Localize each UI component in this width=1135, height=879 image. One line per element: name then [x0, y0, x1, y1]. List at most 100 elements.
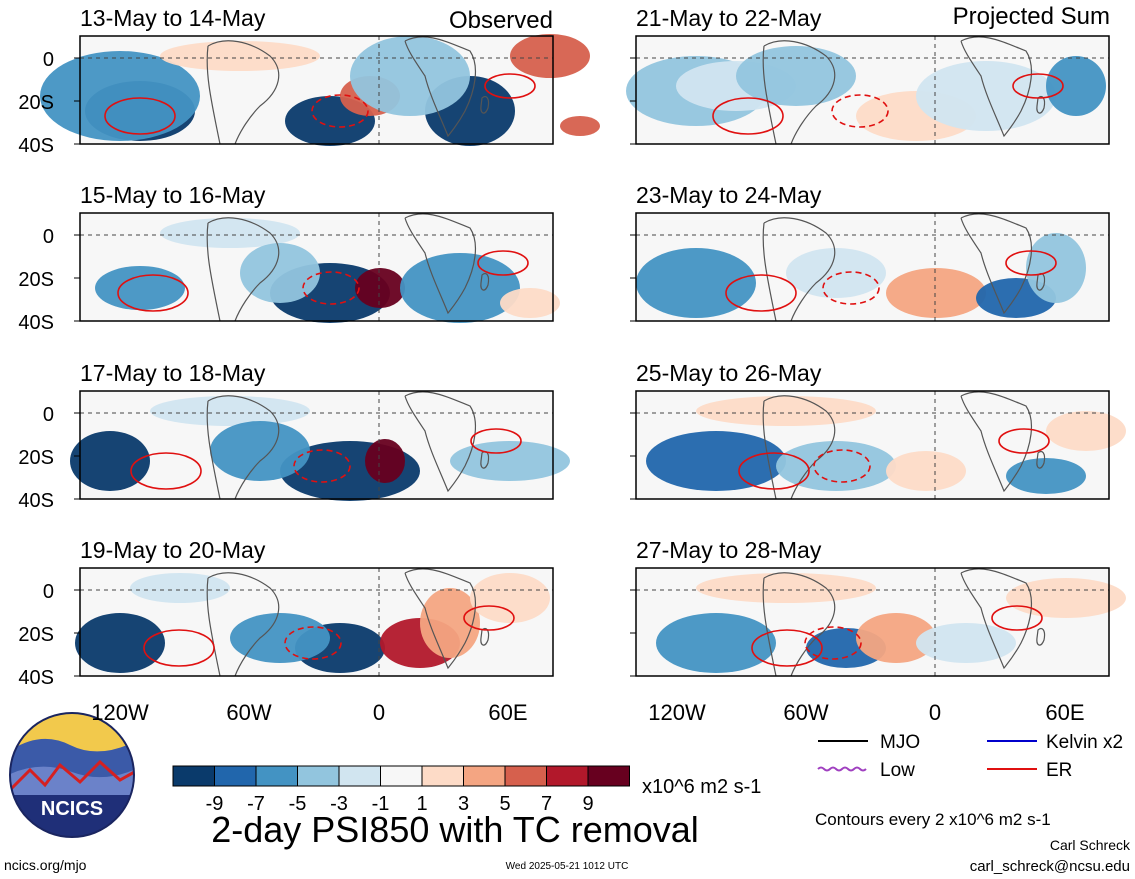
lat-tick: 40S [18, 135, 54, 157]
anomaly-shading [856, 613, 936, 663]
continent-outlines [762, 36, 1046, 145]
map-panel: 27-May to 28-May [630, 537, 1126, 677]
legend: MJO Kelvin x2 Low ER [817, 732, 1123, 781]
colorbar-label: -9 [206, 793, 224, 815]
legend-er: ER [1046, 760, 1072, 781]
lon-tick-60w: 60W [226, 700, 271, 725]
lon-tick-120w: 120W [648, 700, 706, 725]
er-contours [130, 428, 522, 490]
lon-tick-60e: 60E [488, 700, 527, 725]
anomaly-shading [656, 613, 776, 673]
lat-tick: 20S [18, 92, 54, 114]
legend-low: Low [880, 760, 915, 781]
lon-ticks-left: 120W 60W 0 60E [91, 700, 527, 725]
anomaly-shading [916, 623, 1016, 663]
anomaly-shading [1006, 458, 1086, 494]
er-contours [117, 250, 529, 312]
panel-title: 19-May to 20-May [80, 537, 266, 563]
colorbar-swatch [338, 765, 381, 787]
lon-tick-0: 0 [929, 700, 941, 725]
anomaly-shading [75, 613, 165, 673]
er-contours [712, 73, 1064, 135]
panel-title: 23-May to 24-May [636, 182, 822, 208]
observed-label: Observed [449, 7, 553, 34]
colorbar-label: 1 [416, 793, 427, 815]
continent-outlines [762, 568, 1046, 677]
lon-tick-60w: 60W [783, 700, 828, 725]
colorbar: -9 -7 -5 -3 -1 1 3 5 7 9 [172, 765, 630, 815]
lat-tick: 0 [43, 226, 54, 248]
anomaly-shading [230, 613, 330, 663]
er-contours [751, 605, 1043, 667]
lat-tick: 40S [18, 312, 54, 334]
colorbar-swatch [463, 765, 506, 787]
panel-title: 21-May to 22-May [636, 5, 822, 31]
credit-url: ncics.org/mjo [4, 857, 87, 873]
panel-title: 17-May to 18-May [80, 360, 266, 386]
colorbar-label: -5 [289, 793, 307, 815]
anomaly-shading [696, 396, 876, 426]
colorbar-swatch [421, 765, 464, 787]
anomaly-shading [355, 268, 405, 308]
panel-title: 13-May to 14-May [80, 5, 266, 31]
anomaly-shading [916, 61, 1056, 131]
ncics-logo: NCICS [9, 712, 135, 838]
colorbar-units: x10^6 m2 s-1 [642, 776, 761, 798]
anomaly-shading [95, 266, 185, 310]
anomaly-shading [736, 46, 856, 106]
panel-title: 27-May to 28-May [636, 537, 822, 563]
anomaly-shading [646, 431, 786, 491]
anomaly-shading [400, 253, 520, 323]
colorbar-label: 5 [499, 793, 510, 815]
anomaly-shading [636, 248, 756, 318]
map-panel: 15-May to 16-May 0 20S 40S [18, 182, 560, 334]
colorbar-swatch [380, 765, 423, 787]
colorbar-swatch [297, 765, 340, 787]
anomaly-shading [350, 36, 470, 116]
figure-title: 2-day PSI850 with TC removal [211, 809, 699, 850]
projected-label: Projected Sum [953, 3, 1110, 30]
anomaly-shading [240, 243, 320, 303]
logo-text: NCICS [41, 798, 103, 820]
lat-tick: 0 [43, 404, 54, 426]
colorbar-swatch [172, 765, 215, 787]
email: carl_schreck@ncsu.edu [970, 858, 1130, 875]
anomaly-shading [1046, 56, 1106, 116]
anomaly-shading [130, 573, 230, 603]
anomaly-shading [886, 268, 986, 318]
lon-tick-60e: 60E [1045, 700, 1084, 725]
legend-kelvin: Kelvin x2 [1046, 732, 1123, 753]
anomaly-shading [560, 116, 600, 136]
colorbar-swatch [255, 765, 298, 787]
anomaly-shading [886, 451, 966, 491]
lat-tick: 20S [18, 447, 54, 469]
panel-title: 15-May to 16-May [80, 182, 266, 208]
er-contours [725, 250, 1057, 312]
map-panel: 21-May to 22-May [626, 5, 1110, 145]
panels: 13-May to 14-May 0 20S 40S 15-May to 16-May 0… [18, 5, 1126, 689]
map-panel: 19-May to 20-May 0 20S 40S [18, 537, 554, 689]
continent-outlines [206, 213, 490, 322]
map-panel: 23-May to 24-May [630, 182, 1110, 322]
lon-tick-120w: 120W [91, 700, 149, 725]
lat-tick: 20S [18, 624, 54, 646]
anomaly-shading [1046, 411, 1126, 451]
colorbar-label: 9 [582, 793, 593, 815]
anomaly-shading [470, 573, 550, 623]
colorbar-swatch [504, 765, 547, 787]
anomaly-shading [420, 588, 480, 658]
contour-note: Contours every 2 x10^6 m2 s-1 [815, 810, 1051, 829]
anomaly-shading [70, 431, 150, 491]
anomaly-shading [776, 441, 896, 491]
lat-tick: 20S [18, 269, 54, 291]
anomaly-shading [365, 439, 405, 483]
low-swatch [817, 766, 867, 772]
er-contours [738, 428, 1050, 490]
er-contours [143, 605, 515, 667]
colorbar-swatch [546, 765, 589, 787]
map-panel: 13-May to 14-May 0 20S 40S [18, 5, 600, 157]
anomaly-shading [160, 218, 300, 248]
anomaly-shading [500, 288, 560, 318]
colorbar-swatch [587, 765, 630, 787]
